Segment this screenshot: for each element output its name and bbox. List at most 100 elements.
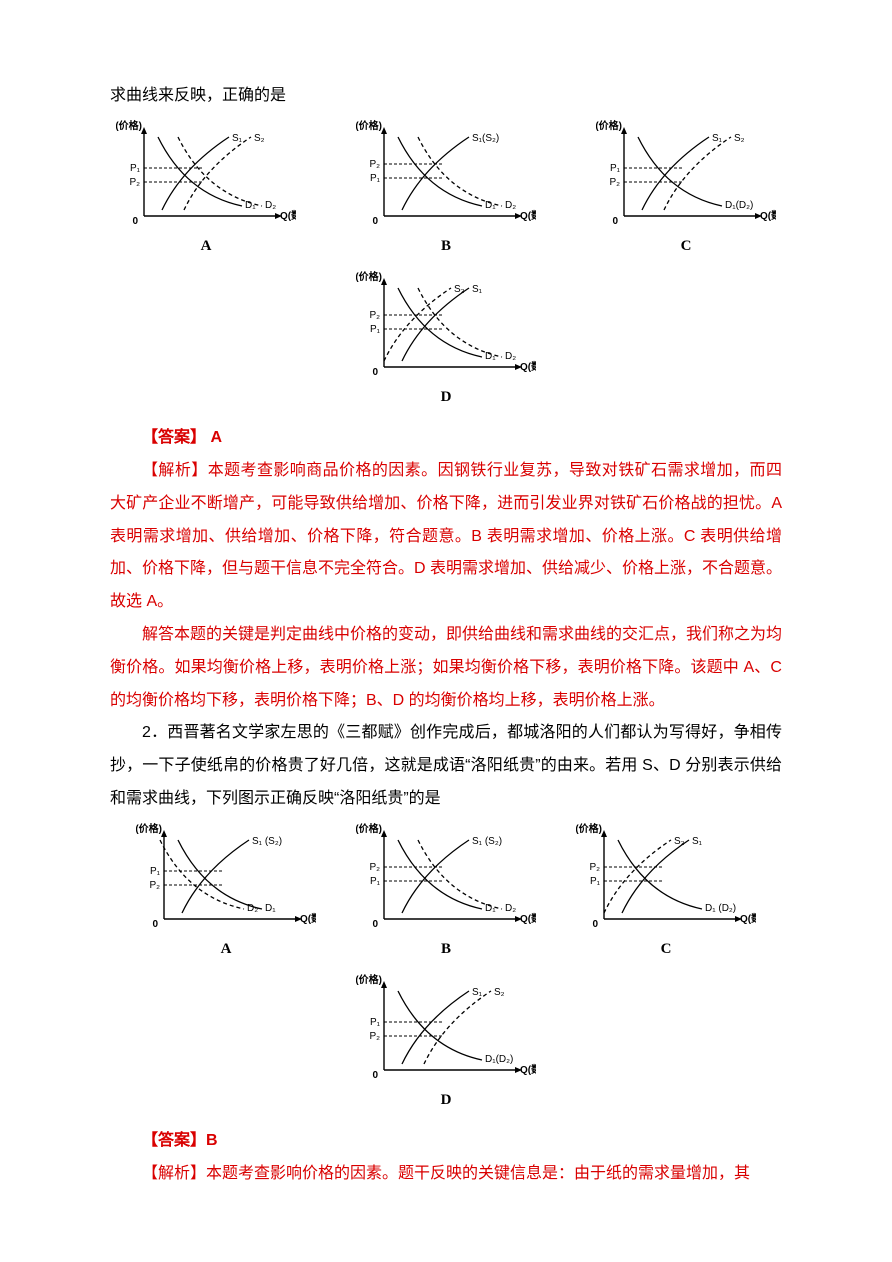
svg-text:P₂: P₂ bbox=[129, 177, 140, 188]
svg-text:S₂: S₂ bbox=[454, 284, 465, 295]
chart-label-C: C bbox=[681, 231, 692, 262]
svg-text:S₂: S₂ bbox=[254, 133, 265, 144]
svg-text:0: 0 bbox=[132, 216, 138, 227]
expl-label: 【解析】 bbox=[142, 1165, 206, 1182]
chart-A: P(价格) Q(数量) 0 S₁ S₂ D₁ D₂ P₁ P₂ A bbox=[116, 119, 296, 262]
expl-text: 本题考查影响价格的因素。题干反映的关键信息是：由于纸的需求量增加，其 bbox=[206, 1165, 750, 1182]
chart-label-B: B bbox=[441, 934, 451, 965]
svg-text:D₂: D₂ bbox=[505, 351, 516, 362]
answer-label: 【答案】 bbox=[142, 1132, 206, 1149]
svg-text:D₁(D₂): D₁(D₂) bbox=[725, 200, 753, 211]
q1-explanation-p1: 【解析】本题考查影响商品价格的因素。因钢铁行业复苏，导致对铁矿石需求增加，而四大… bbox=[110, 455, 782, 619]
svg-text:D₁ (D₂): D₁ (D₂) bbox=[705, 903, 736, 914]
svg-text:P(价格): P(价格) bbox=[356, 822, 382, 835]
svg-text:P(价格): P(价格) bbox=[356, 270, 382, 283]
chart-C: P(价格) Q(数量) 0 S₁ S₂ D₁ (D₂) P₂ P₁ C bbox=[576, 822, 756, 965]
svg-text:P₁: P₁ bbox=[370, 1017, 381, 1028]
chart-label-B: B bbox=[441, 231, 451, 262]
svg-text:0: 0 bbox=[372, 367, 378, 378]
chart-label-A: A bbox=[201, 231, 212, 262]
svg-text:P(价格): P(价格) bbox=[356, 973, 382, 986]
svg-text:P₂: P₂ bbox=[369, 862, 380, 873]
q2-text: 2．西晋著名文学家左思的《三都赋》创作完成后，都城洛阳的人们都认为写得好，争相传… bbox=[110, 717, 782, 815]
chart-B: P(价格) Q(数量) 0 S₁(S₂) D₁ D₂ P₂ P₁ B bbox=[356, 119, 536, 262]
svg-text:D₂: D₂ bbox=[247, 903, 258, 914]
svg-text:P₁: P₁ bbox=[370, 324, 381, 335]
q2-explanation: 【解析】本题考查影响价格的因素。题干反映的关键信息是：由于纸的需求量增加，其 bbox=[110, 1158, 782, 1191]
svg-text:D₂: D₂ bbox=[505, 200, 516, 211]
q2-chart-grid: P(价格) Q(数量) 0 S₁ (S₂) D₁ D₂ P₁ P₂ A P(价格) Q(数量) 0 S… bbox=[110, 822, 782, 1116]
svg-text:0: 0 bbox=[372, 216, 378, 227]
svg-text:Q(数量): Q(数量) bbox=[280, 209, 296, 222]
chart-label-D: D bbox=[441, 1085, 452, 1116]
answer-value: A bbox=[210, 429, 222, 446]
svg-text:P₂: P₂ bbox=[609, 177, 620, 188]
svg-text:P₂: P₂ bbox=[589, 862, 600, 873]
svg-text:S₂: S₂ bbox=[494, 987, 505, 998]
expl-text: 本题考查影响商品价格的因素。因钢铁行业复苏，导致对铁矿石需求增加，而四大矿产企业… bbox=[110, 462, 782, 610]
svg-text:S₁: S₁ bbox=[472, 284, 483, 295]
svg-text:0: 0 bbox=[372, 919, 378, 930]
svg-text:P₁: P₁ bbox=[150, 866, 161, 877]
svg-text:Q(数量): Q(数量) bbox=[520, 360, 536, 373]
chart-label-D: D bbox=[441, 382, 452, 413]
svg-text:P₁: P₁ bbox=[590, 876, 601, 887]
svg-text:Q(数量): Q(数量) bbox=[760, 209, 776, 222]
svg-text:0: 0 bbox=[372, 1070, 378, 1081]
svg-text:P₂: P₂ bbox=[149, 880, 160, 891]
svg-text:P₂: P₂ bbox=[369, 159, 380, 170]
svg-text:0: 0 bbox=[612, 216, 618, 227]
svg-text:D₂: D₂ bbox=[505, 903, 516, 914]
svg-text:0: 0 bbox=[592, 919, 598, 930]
svg-text:P₂: P₂ bbox=[369, 1031, 380, 1042]
svg-text:0: 0 bbox=[152, 919, 158, 930]
svg-text:P(价格): P(价格) bbox=[136, 822, 162, 835]
svg-text:P₁: P₁ bbox=[130, 163, 141, 174]
chart-label-A: A bbox=[221, 934, 232, 965]
chart-C: P(价格) Q(数量) 0 S₁ S₂ D₁(D₂) P₁ P₂ C bbox=[596, 119, 776, 262]
svg-text:P₁: P₁ bbox=[370, 876, 381, 887]
answer-value: B bbox=[206, 1132, 218, 1149]
q1-chart-grid: P(价格) Q(数量) 0 S₁ S₂ D₁ D₂ P₁ P₂ A P(价格) Q(数量) 0 S₁(S… bbox=[110, 119, 782, 413]
svg-text:P₂: P₂ bbox=[369, 310, 380, 321]
svg-text:Q(数量): Q(数量) bbox=[300, 912, 316, 925]
chart-A: P(价格) Q(数量) 0 S₁ (S₂) D₁ D₂ P₁ P₂ A bbox=[136, 822, 316, 965]
svg-text:P(价格): P(价格) bbox=[596, 119, 622, 132]
svg-text:D₁: D₁ bbox=[245, 200, 256, 211]
intro-line: 求曲线来反映，正确的是 bbox=[110, 80, 782, 113]
svg-text:P(价格): P(价格) bbox=[116, 119, 142, 132]
svg-text:D₁: D₁ bbox=[485, 903, 496, 914]
svg-text:Q(数量): Q(数量) bbox=[520, 209, 536, 222]
svg-text:Q(数量): Q(数量) bbox=[520, 1063, 536, 1076]
svg-text:P(价格): P(价格) bbox=[576, 822, 602, 835]
svg-text:S₁: S₁ bbox=[232, 133, 243, 144]
expl-label: 【解析】 bbox=[142, 462, 208, 479]
svg-text:S₁: S₁ bbox=[712, 133, 723, 144]
svg-text:S₁ (S₂): S₁ (S₂) bbox=[252, 836, 282, 847]
svg-text:P₁: P₁ bbox=[610, 163, 621, 174]
svg-text:S₁: S₁ bbox=[472, 987, 483, 998]
svg-text:Q(数量): Q(数量) bbox=[740, 912, 756, 925]
q1-explanation-p2: 解答本题的关键是判定曲线中价格的变动，即供给曲线和需求曲线的交汇点，我们称之为均… bbox=[110, 619, 782, 717]
svg-text:P(价格): P(价格) bbox=[356, 119, 382, 132]
chart-D: P(价格) Q(数量) 0 S₁ S₂ D₁ D₂ P₂ P₁ D bbox=[356, 270, 536, 413]
document-page: 求曲线来反映，正确的是 P(价格) Q(数量) 0 S₁ S₂ D₁ D₂ P₁ P₂ A P(价… bbox=[0, 0, 892, 1251]
svg-text:D₁: D₁ bbox=[485, 200, 496, 211]
chart-B: P(价格) Q(数量) 0 S₁ (S₂) D₁ D₂ P₂ P₁ B bbox=[356, 822, 536, 965]
svg-text:S₂: S₂ bbox=[674, 836, 685, 847]
chart-label-C: C bbox=[661, 934, 672, 965]
svg-text:S₁ (S₂): S₁ (S₂) bbox=[472, 836, 502, 847]
svg-text:D₁: D₁ bbox=[485, 351, 496, 362]
chart-D: P(价格) Q(数量) 0 S₁ S₂ D₁(D₂) P₁ P₂ D bbox=[356, 973, 536, 1116]
svg-text:D₁: D₁ bbox=[265, 903, 276, 914]
svg-text:P₁: P₁ bbox=[370, 173, 381, 184]
svg-text:S₁(S₂): S₁(S₂) bbox=[472, 133, 499, 144]
answer-label: 【答案】 bbox=[142, 429, 206, 446]
svg-text:S₁: S₁ bbox=[692, 836, 703, 847]
svg-text:S₂: S₂ bbox=[734, 133, 745, 144]
svg-text:Q(数量): Q(数量) bbox=[520, 912, 536, 925]
q2-answer: 【答案】B bbox=[110, 1125, 782, 1158]
svg-text:D₂: D₂ bbox=[265, 200, 276, 211]
q1-answer: 【答案】 A bbox=[110, 422, 782, 455]
svg-text:D₁(D₂): D₁(D₂) bbox=[485, 1054, 513, 1065]
